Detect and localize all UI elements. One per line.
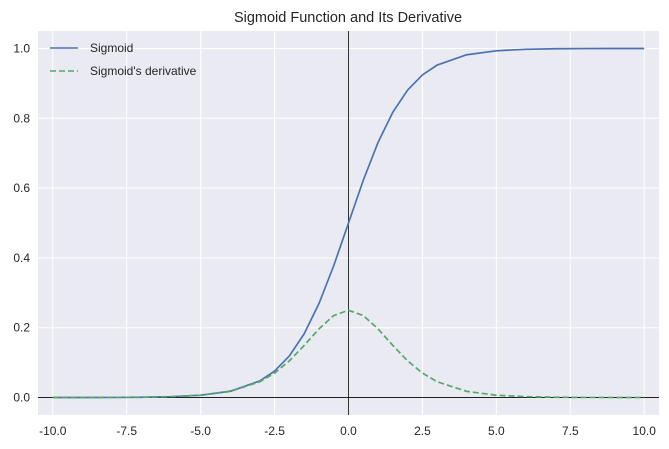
x-tick-label: -5.0 (190, 424, 211, 438)
legend-label-sigmoid: Sigmoid (90, 41, 133, 55)
y-tick-label: 0.8 (13, 111, 30, 125)
series-line-derivative (52, 309, 645, 399)
y-tick-label: 0.2 (13, 321, 30, 335)
chart-title: Sigmoid Function and Its Derivative (234, 10, 462, 26)
x-tick-label: 5.0 (488, 424, 505, 438)
legend: Sigmoid Sigmoid's derivative (50, 41, 197, 78)
x-tick-label: -10.0 (39, 424, 67, 438)
x-tick-label: 10.0 (633, 424, 657, 438)
x-tick-label: -2.5 (264, 424, 285, 438)
y-tick-label: 1.0 (13, 41, 30, 55)
x-tick-label: 0.0 (340, 424, 357, 438)
y-tick-labels: 0.0 0.2 0.4 0.6 0.8 1.0 (13, 41, 30, 404)
y-tick-label: 0.6 (13, 181, 30, 195)
x-tick-label: 2.5 (414, 424, 431, 438)
y-tick-label: 0.4 (13, 251, 30, 265)
x-tick-label: -7.5 (116, 424, 137, 438)
series-lines (52, 47, 645, 399)
legend-label-derivative: Sigmoid's derivative (90, 64, 197, 78)
x-tick-label: 7.5 (562, 424, 579, 438)
x-tick-labels: -10.0 -7.5 -5.0 -2.5 0.0 2.5 5.0 7.5 10.0 (39, 424, 656, 438)
y-tick-label: 0.0 (13, 391, 30, 405)
